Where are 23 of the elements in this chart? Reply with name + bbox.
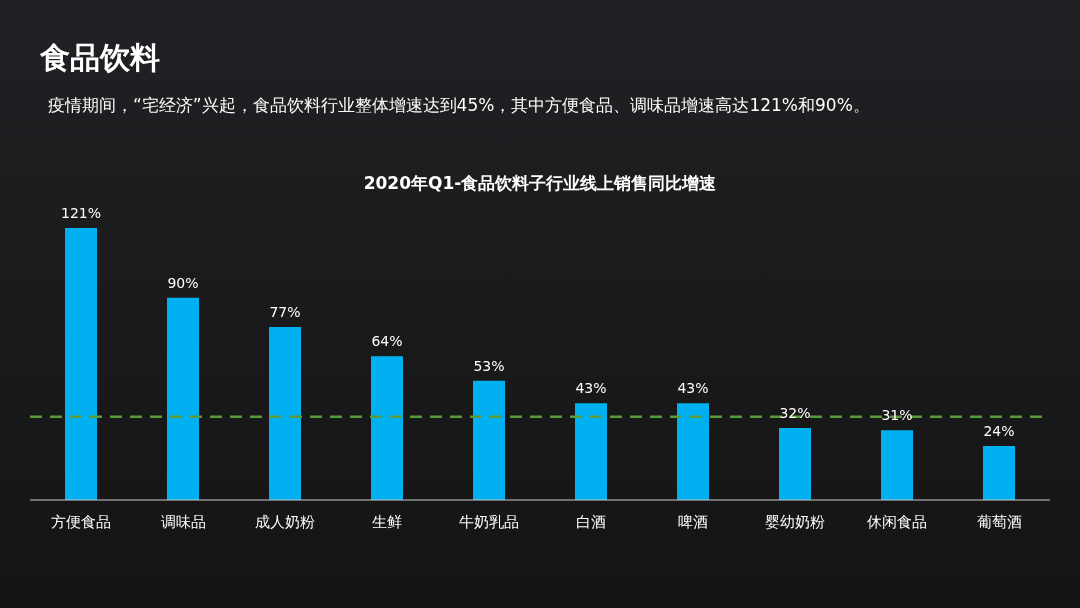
x-tick-label: 调味品	[160, 512, 206, 531]
data-label: 31%	[881, 407, 913, 424]
chart-subtitle: 疫情期间，“宅经济”兴起，食品饮料行业整体增速达到45%，其中方便食品、调味品增速高达121%和90%。	[48, 94, 870, 117]
x-tick-label: 成人奶粉	[255, 512, 315, 531]
x-tick-label: 婴幼奶粉	[765, 512, 825, 531]
data-label: 121%	[60, 205, 102, 221]
data-label: 24%	[983, 423, 1015, 440]
data-label: 32%	[779, 405, 811, 422]
data-label: 77%	[269, 303, 301, 320]
x-tick-label: 白酒	[576, 512, 606, 531]
x-tick-label: 休闲食品	[867, 512, 927, 531]
data-label: 43%	[677, 380, 709, 397]
x-tick-label: 生鲜	[372, 512, 402, 531]
data-label: 64%	[371, 333, 403, 350]
data-label: 90%	[167, 274, 199, 291]
data-label: 43%	[575, 380, 607, 397]
data-label: 53%	[473, 357, 505, 374]
x-tick-label: 啤酒	[678, 512, 708, 531]
x-tick-label: 葡萄酒	[976, 512, 1022, 531]
chart-title: 食品饮料	[40, 39, 160, 77]
x-tick-label: 方便食品	[51, 512, 111, 531]
x-tick-label: 牛奶乳品	[459, 512, 519, 531]
text: 2020年Q1-食品饮料子行业线上销售同比增速	[362, 172, 718, 195]
